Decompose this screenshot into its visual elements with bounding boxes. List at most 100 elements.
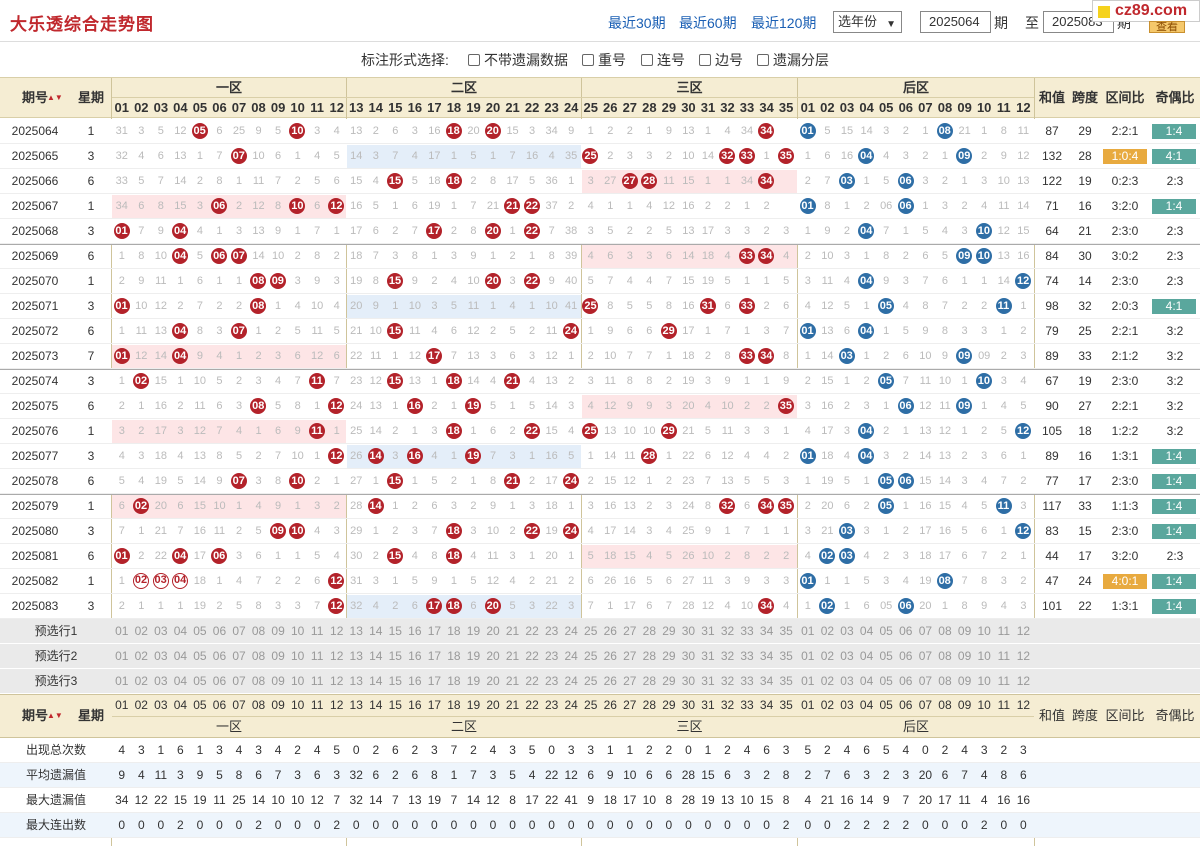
preselect-number[interactable]: 12 (1016, 624, 1031, 638)
preselect-number[interactable]: 11 (310, 624, 324, 638)
preselect-number[interactable]: 13 (349, 674, 363, 688)
preselect-number[interactable]: 15 (388, 674, 402, 688)
preselect-number[interactable]: 24 (564, 624, 578, 638)
preselect-number[interactable]: 10 (290, 624, 305, 638)
preselect-number[interactable]: 05 (193, 649, 207, 663)
preselect-number[interactable]: 14 (369, 624, 383, 638)
preselect-number[interactable]: 03 (154, 649, 168, 663)
preselect-number[interactable]: 05 (879, 649, 893, 663)
preselect-number[interactable]: 18 (447, 674, 461, 688)
preselect-number[interactable]: 02 (134, 649, 148, 663)
preselect-number[interactable]: 12 (330, 624, 344, 638)
preselect-number[interactable]: 08 (251, 674, 266, 688)
site-logo[interactable]: cz89.com (1092, 0, 1200, 22)
preselect-number[interactable]: 22 (525, 649, 539, 663)
preselect-number[interactable]: 11 (997, 649, 1011, 663)
preselect-number[interactable]: 31 (701, 674, 715, 688)
preselect-number[interactable]: 29 (662, 624, 676, 638)
recent-120-link[interactable]: 最近120期 (751, 15, 817, 31)
preselect-number[interactable]: 09 (957, 649, 972, 663)
preselect-number[interactable]: 26 (603, 624, 617, 638)
preselect-number[interactable]: 28 (642, 674, 657, 688)
preselect-number[interactable]: 05 (193, 624, 207, 638)
preselect-number[interactable]: 03 (154, 674, 168, 688)
preselect-number[interactable]: 07 (232, 649, 246, 663)
preselect-number[interactable]: 10 (977, 624, 991, 638)
preselect-number[interactable]: 08 (251, 649, 266, 663)
sort-arrows-icon[interactable]: ▲▼ (47, 711, 63, 720)
preselect-number[interactable]: 09 (271, 674, 285, 688)
preselect-number[interactable]: 19 (466, 649, 481, 663)
preselect-number[interactable]: 07 (918, 649, 933, 663)
preselect-number[interactable]: 11 (997, 624, 1011, 638)
preselect-number[interactable]: 08 (251, 624, 266, 638)
preselect-number[interactable]: 03 (840, 649, 854, 663)
preselect-number[interactable]: 13 (349, 649, 363, 663)
preselect-number[interactable]: 32 (720, 649, 735, 663)
preselect-number[interactable]: 17 (427, 649, 442, 663)
preselect-number[interactable]: 06 (899, 649, 913, 663)
period-from-input[interactable]: 2025064 (920, 11, 991, 33)
preselect-number[interactable]: 04 (859, 649, 874, 663)
preselect-number[interactable]: 03 (840, 624, 854, 638)
preselect-number[interactable]: 22 (525, 674, 539, 688)
option-repeat[interactable]: 重号 (582, 50, 626, 70)
preselect-number[interactable]: 16 (408, 624, 422, 638)
recent-60-link[interactable]: 最近60期 (679, 15, 737, 31)
preselect-number[interactable]: 23 (544, 674, 559, 688)
preselect-number[interactable]: 33 (740, 674, 754, 688)
preselect-number[interactable]: 17 (427, 674, 442, 688)
preselect-number[interactable]: 13 (349, 624, 363, 638)
preselect-number[interactable]: 06 (899, 674, 913, 688)
checkbox-icon[interactable] (641, 54, 653, 66)
preselect-number[interactable]: 30 (681, 674, 696, 688)
preselect-number[interactable]: 09 (271, 649, 285, 663)
preselect-number[interactable]: 09 (271, 624, 285, 638)
preselect-number[interactable]: 34 (759, 624, 774, 638)
preselect-number[interactable]: 18 (447, 624, 461, 638)
preselect-number[interactable]: 27 (623, 624, 637, 638)
preselect-number[interactable]: 15 (388, 649, 402, 663)
preselect-number[interactable]: 09 (957, 674, 972, 688)
preselect-number[interactable]: 04 (859, 624, 874, 638)
year-select[interactable]: 选年份 ▼ (833, 11, 902, 33)
preselect-number[interactable]: 03 (840, 674, 854, 688)
recent-30-link[interactable]: 最近30期 (608, 15, 666, 31)
preselect-number[interactable]: 12 (330, 649, 344, 663)
preselect-number[interactable]: 02 (820, 624, 835, 638)
preselect-number[interactable]: 24 (564, 649, 578, 663)
preselect-number[interactable]: 02 (134, 674, 148, 688)
sort-arrows-icon[interactable]: ▲▼ (47, 93, 63, 102)
preselect-number[interactable]: 21 (505, 624, 520, 638)
preselect-number[interactable]: 21 (505, 674, 520, 688)
preselect-number[interactable]: 08 (938, 674, 952, 688)
preselect-number[interactable]: 16 (408, 649, 422, 663)
preselect-number[interactable]: 34 (759, 674, 774, 688)
preselect-number[interactable]: 18 (447, 649, 461, 663)
preselect-number[interactable]: 01 (801, 624, 815, 638)
preselect-number[interactable]: 32 (720, 674, 735, 688)
preselect-number[interactable]: 01 (115, 674, 129, 688)
preselect-number[interactable]: 29 (662, 649, 676, 663)
preselect-number[interactable]: 10 (290, 649, 305, 663)
preselect-number[interactable]: 05 (879, 624, 893, 638)
preselect-number[interactable]: 01 (801, 674, 815, 688)
preselect-number[interactable]: 27 (623, 649, 637, 663)
preselect-number[interactable]: 12 (1016, 649, 1031, 663)
preselect-number[interactable]: 11 (310, 649, 324, 663)
preselect-number[interactable]: 19 (466, 674, 481, 688)
checkbox-icon[interactable] (757, 54, 769, 66)
preselect-number[interactable]: 02 (820, 674, 835, 688)
preselect-number[interactable]: 02 (820, 649, 835, 663)
preselect-number[interactable]: 33 (740, 649, 754, 663)
preselect-number[interactable]: 14 (369, 674, 383, 688)
preselect-number[interactable]: 10 (977, 649, 991, 663)
preselect-number[interactable]: 35 (779, 624, 793, 638)
preselect-number[interactable]: 12 (330, 674, 344, 688)
preselect-number[interactable]: 32 (720, 624, 735, 638)
preselect-number[interactable]: 26 (603, 649, 617, 663)
option-edge[interactable]: 边号 (699, 50, 743, 70)
preselect-number[interactable]: 09 (957, 624, 972, 638)
preselect-number[interactable]: 11 (997, 674, 1011, 688)
preselect-number[interactable]: 26 (603, 674, 617, 688)
